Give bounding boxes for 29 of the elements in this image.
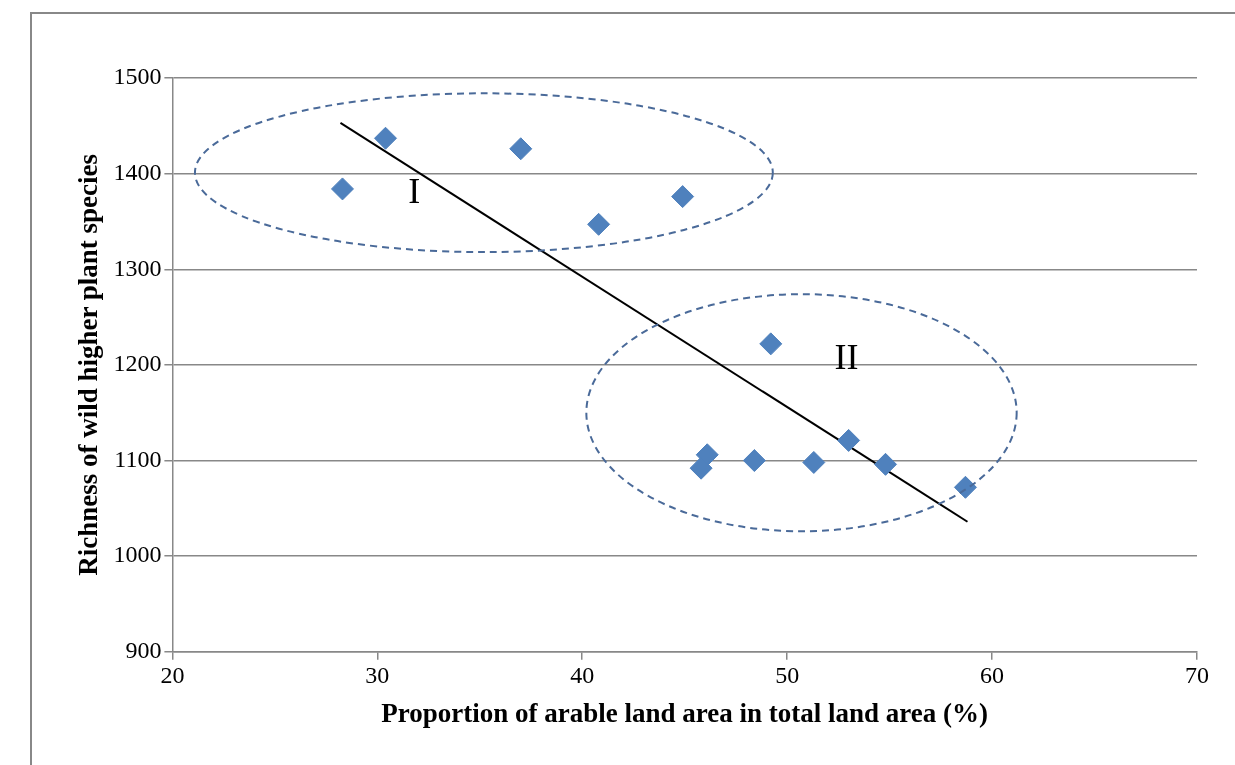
point bbox=[802, 450, 826, 474]
y-tick-label: 1500 bbox=[113, 63, 162, 90]
point bbox=[953, 475, 977, 499]
point bbox=[509, 137, 533, 161]
annotation: I bbox=[408, 171, 421, 212]
point bbox=[837, 428, 861, 452]
x-tick-label: 70 bbox=[1185, 662, 1209, 689]
y-tick-label: 1300 bbox=[113, 254, 162, 281]
x-tick-label: 30 bbox=[365, 662, 390, 689]
point bbox=[671, 185, 695, 209]
x-tick-label: 60 bbox=[980, 662, 1005, 689]
y-axis-title: Richness of wild higher plant species bbox=[73, 154, 104, 576]
x-tick-label: 20 bbox=[160, 662, 185, 689]
y-tick-label: 1200 bbox=[113, 350, 162, 377]
annotation: II bbox=[834, 336, 859, 377]
point bbox=[330, 177, 354, 201]
x-axis-title: Proportion of arable land area in total land area (%) bbox=[381, 697, 989, 728]
point bbox=[759, 332, 783, 356]
point bbox=[874, 452, 898, 476]
y-tick-label: 1100 bbox=[114, 445, 162, 472]
point bbox=[689, 456, 713, 480]
x-tick-label: 40 bbox=[570, 662, 595, 689]
y-tick-label: 1400 bbox=[113, 158, 162, 185]
point bbox=[742, 449, 766, 473]
x-tick-label: 50 bbox=[775, 662, 800, 689]
point bbox=[587, 212, 611, 236]
y-tick-label: 1000 bbox=[113, 541, 162, 568]
y-tick-label: 900 bbox=[125, 637, 162, 664]
point bbox=[374, 126, 398, 150]
